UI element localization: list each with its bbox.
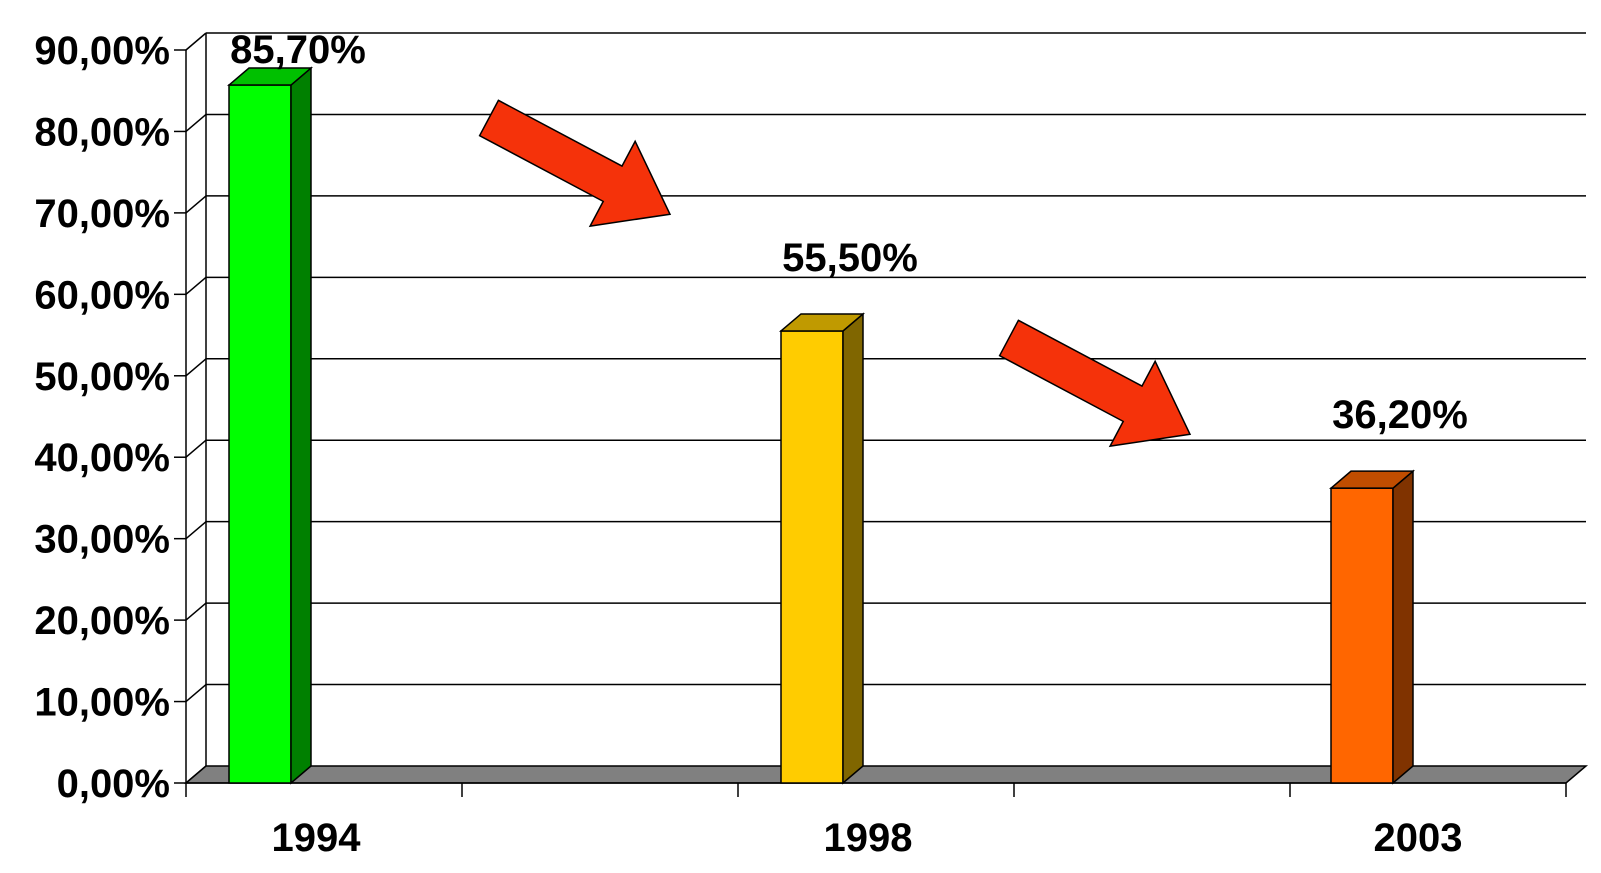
y-tick-label: 0,00% <box>57 762 170 806</box>
data-label-1998: 55,50% <box>782 236 918 280</box>
x-tick-label-1998: 1998 <box>824 816 913 860</box>
y-tick-label: 90,00% <box>34 29 170 73</box>
x-tick-label-1994: 1994 <box>272 816 362 860</box>
side-wall-gridline <box>185 602 207 621</box>
data-label-2003: 36,20% <box>1332 393 1468 437</box>
side-wall-gridline <box>185 358 207 377</box>
trend-arrow-1 <box>478 99 672 228</box>
trend-arrow-2 <box>998 319 1192 448</box>
y-tick-label: 50,00% <box>34 355 170 399</box>
y-tick-label: 30,00% <box>34 518 170 562</box>
side-wall-gridline <box>185 439 207 458</box>
bar-top-1998 <box>778 313 866 332</box>
bar-1994 <box>228 84 292 784</box>
bar-side-2003 <box>1392 469 1414 785</box>
trend-arrow-1-shape <box>478 99 672 228</box>
side-wall-gridline <box>185 276 207 295</box>
y-tick-label: 60,00% <box>34 273 170 317</box>
bar-top-2003 <box>1328 470 1416 489</box>
bar-side-1994 <box>290 66 312 785</box>
bar-1998 <box>780 330 844 784</box>
y-tick-label: 80,00% <box>34 110 170 154</box>
side-wall-gridline <box>185 195 207 214</box>
side-wall-gridline <box>185 683 207 703</box>
data-label-1994: 85,70% <box>230 28 366 72</box>
side-wall-gridline <box>185 521 207 540</box>
side-wall-gridline <box>185 32 207 51</box>
y-tick-label: 40,00% <box>34 436 170 480</box>
back-wall <box>206 33 1586 766</box>
y-tick-label: 20,00% <box>34 599 170 643</box>
y-tick-label: 10,00% <box>34 681 170 725</box>
trend-arrow-2-shape <box>998 319 1192 448</box>
bar-2003 <box>1330 487 1394 784</box>
side-wall-gridline <box>185 113 207 133</box>
bar-side-1998 <box>842 312 864 785</box>
bar-top-1994 <box>226 67 314 86</box>
x-tick-label-2003: 2003 <box>1374 816 1463 860</box>
y-tick-label: 70,00% <box>34 192 170 236</box>
